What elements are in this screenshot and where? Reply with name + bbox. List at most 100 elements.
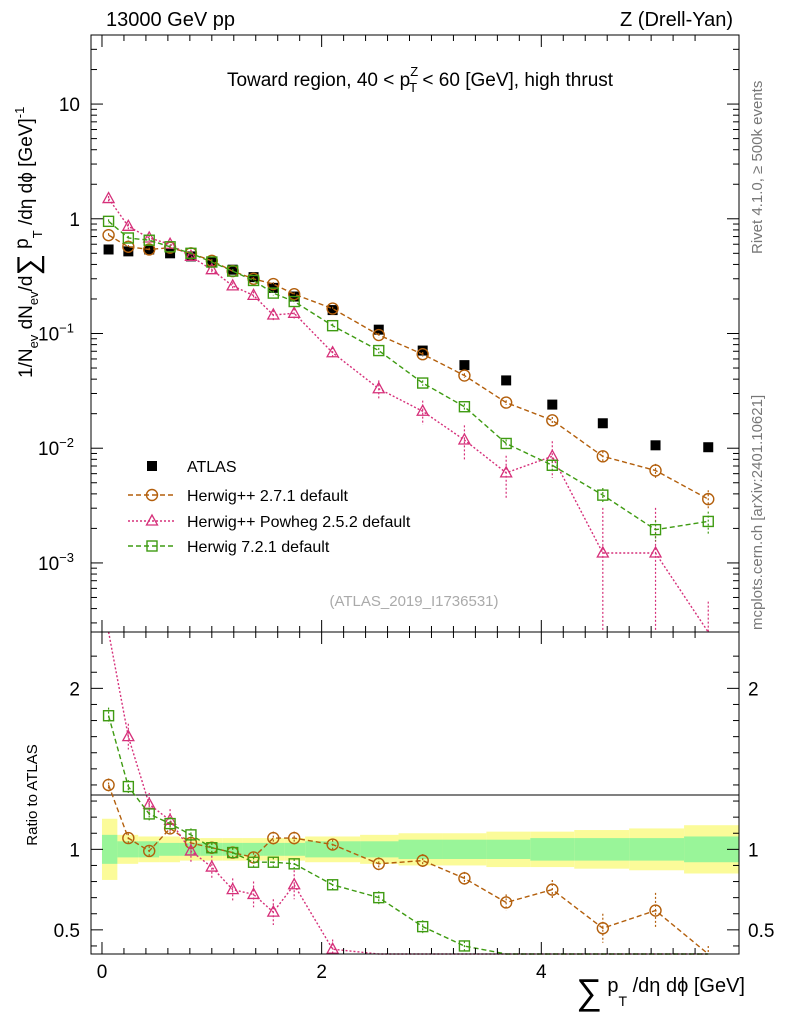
ratio-band-inner	[284, 842, 306, 856]
ratio-point-circle	[649, 904, 662, 917]
main-point-square	[501, 375, 512, 386]
ratio-point-triangle	[246, 887, 261, 900]
ratio-x-tick-label: 0	[97, 962, 108, 983]
ratio-y-tick-label: 2	[69, 679, 80, 700]
main-point-open-square	[288, 295, 300, 308]
ratio-series-triangle	[107, 631, 709, 955]
main-point-circle	[546, 414, 559, 427]
main-point-square	[417, 345, 428, 356]
legend-marker-square	[147, 461, 157, 471]
main-point-open-square	[500, 437, 512, 450]
main-point-circle	[499, 396, 513, 409]
main-point-square	[123, 246, 134, 257]
ratio-point-circle	[372, 857, 385, 871]
ratio-point-circle	[267, 831, 280, 845]
main-point-square	[327, 305, 338, 316]
rivet-note: Rivet 4.1.0, ≥ 500k events	[749, 81, 766, 254]
ratio-band-inner	[442, 839, 487, 860]
main-point-triangle	[326, 345, 340, 358]
main-point-circle	[326, 302, 339, 315]
ratio-band-inner	[530, 838, 575, 861]
ratio-point-circle	[499, 896, 513, 909]
main-y-tick-label: 10−2	[38, 435, 74, 460]
ratio-point-triangle	[226, 882, 240, 895]
ratio-point-triangle	[287, 877, 301, 890]
ratio-point-open-square	[326, 879, 339, 891]
ratio-band-inner	[574, 838, 630, 861]
main-point-square	[459, 360, 470, 371]
ratio-point-triangle	[184, 843, 198, 856]
ratio-point-circle	[102, 778, 115, 792]
ratio-band-inner	[159, 842, 180, 856]
ratio-point-open-square	[247, 856, 260, 868]
main-point-triangle	[648, 545, 663, 558]
legend-marker-circle	[145, 488, 159, 502]
ratio-point-circle	[596, 922, 610, 935]
ratio-band-inner	[398, 839, 443, 860]
ratio-point-open-square	[416, 920, 429, 933]
ratio-band-inner	[629, 838, 685, 861]
main-point-triangle	[266, 307, 280, 320]
main-point-triangle	[596, 545, 610, 558]
main-point-triangle	[457, 432, 472, 445]
ratio-series-layer	[102, 631, 709, 955]
ratio-point-triangle	[266, 904, 280, 917]
main-point-open-square	[649, 523, 662, 536]
watermark: (ATLAS_2019_I1736531)	[329, 593, 498, 610]
ratio-band-inner	[486, 839, 531, 860]
main-point-triangle	[184, 249, 198, 262]
ratio-point-open-square	[122, 780, 135, 793]
legend-label: ATLAS	[187, 459, 237, 476]
main-point-open-square	[122, 232, 135, 244]
ratio-point-open-square	[373, 891, 385, 904]
x-axis-label: ∑ pT /dη dϕ [GeV]	[576, 971, 745, 1012]
ratio-point-open-square	[458, 940, 471, 952]
main-point-circle	[267, 277, 280, 291]
ratio-y-axis: 2 2 1 1 0.5 0.5	[54, 655, 774, 947]
legend-label: Herwig++ 2.7.1 default	[187, 488, 349, 505]
ratio-y-tick-label-right: 0.5	[748, 921, 774, 942]
ratio-y-tick-label: 1	[69, 840, 80, 861]
main-point-square	[547, 399, 558, 410]
main-point-open-square	[373, 344, 385, 357]
main-point-open-square	[416, 377, 429, 389]
ratio-point-open-square	[206, 842, 218, 854]
main-point-triangle	[121, 218, 135, 231]
main-point-circle	[372, 328, 385, 342]
ratio-band-inner	[117, 841, 139, 858]
legend-marker-open-square	[146, 540, 158, 552]
main-point-open-square	[702, 515, 714, 528]
main-y-label: 1/Nev dNev/d∑ pT /dη dϕ [GeV]-1	[12, 107, 45, 378]
ratio-y-tick-label: 0.5	[54, 921, 80, 942]
ratio-y-label: Ratio to ATLAS	[24, 744, 41, 845]
main-point-triangle	[226, 278, 240, 291]
main-point-circle	[458, 369, 471, 382]
main-point-triangle	[499, 465, 513, 478]
ratio-point-triangle	[205, 859, 219, 872]
main-point-circle	[702, 492, 715, 506]
ratio-series-open-square	[102, 707, 709, 955]
ratio-band-inner	[263, 842, 285, 856]
ratio-x-tick-label: 2	[316, 962, 327, 983]
ratio-point-open-square	[143, 808, 155, 820]
main-point-square	[703, 442, 714, 453]
ratio-y-tick-label-right: 1	[748, 840, 759, 861]
main-point-open-square	[247, 274, 260, 287]
ratio-point-triangle	[326, 941, 340, 954]
main-point-triangle	[416, 403, 430, 416]
legend: ATLAS Herwig++ 2.7.1 default Herwig++ Powh…	[128, 459, 411, 556]
main-point-triangle	[163, 236, 177, 249]
ratio-point-open-square	[164, 817, 176, 830]
main-point-circle	[143, 243, 156, 256]
main-point-circle	[596, 450, 610, 463]
main-series-layer	[101, 191, 715, 633]
main-point-triangle	[287, 305, 301, 318]
legend-label: Herwig++ Powheg 2.5.2 default	[187, 514, 411, 531]
main-x-ticks	[101, 35, 696, 632]
main-point-circle	[649, 464, 662, 477]
ratio-x-tick-label: 4	[536, 962, 547, 983]
legend-label: Herwig 7.2.1 default	[187, 539, 330, 556]
ratio-point-triangle	[121, 729, 135, 742]
main-point-open-square	[102, 215, 115, 228]
